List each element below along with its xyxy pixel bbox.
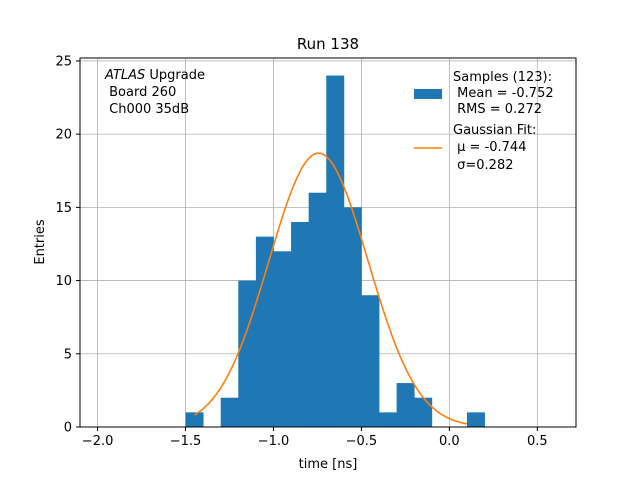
histogram-bar [255,236,274,427]
y-tick-label: 15 [55,201,72,216]
upgrade-label: Upgrade [145,68,205,83]
histogram-bar [361,295,380,427]
x-tick-label: 0.5 [527,434,548,449]
histogram-bar [291,222,310,427]
y-tick-label: 5 [64,347,72,362]
y-tick-label: 20 [55,128,72,143]
y-axis-ticks: 0 5 10 15 20 25 [55,54,80,436]
plot-frame [79,57,577,428]
histogram-bar [396,383,415,427]
x-tick-label: −1.5 [170,434,202,449]
histogram-bar [238,280,257,427]
legend-samples-line-1: Samples (123): [453,70,552,85]
atlas-label: ATLAS [104,68,145,83]
histogram-bar [326,75,345,428]
histogram-bar [414,397,433,427]
annotation-line-2: Board 260 [105,85,176,100]
legend-samples-line-3: RMS = 0.272 [453,102,542,117]
histogram-bar [343,207,362,427]
histogram-bars [185,75,485,428]
x-tick-label: −2.0 [82,434,114,449]
y-tick-label: 25 [55,54,72,69]
legend-samples-swatch [414,89,442,99]
histogram-bar [379,412,397,427]
legend-fit-line-3: σ=0.282 [453,158,513,173]
chart-title: Run 138 [297,35,359,53]
legend-samples-line-2: Mean = -0.752 [453,86,554,101]
atlas-annotation: ATLAS Upgrade Board 260 Ch000 35dB [104,68,205,117]
x-tick-label: 0.0 [439,434,460,449]
gaussian-fit-curve [193,152,468,425]
y-tick-label: 0 [64,421,72,436]
histogram-bar [185,412,204,427]
annotation-line-1: ATLAS Upgrade [104,68,205,83]
legend-fit-line-1: Gaussian Fit: [453,123,536,138]
legend-fit-line-2: μ = -0.744 [453,140,526,155]
histogram-bar [273,251,292,427]
x-axis-label: time [ns] [299,457,358,472]
histogram-bar [220,397,239,427]
histogram-bar [308,192,327,427]
x-tick-label: −0.5 [346,434,378,449]
annotation-line-3: Ch000 35dB [105,102,189,117]
x-axis-ticks: −2.0 −1.5 −1.0 −0.5 0.0 0.5 [82,427,548,449]
x-tick-label: −1.0 [258,434,290,449]
y-axis-label: Entries [33,219,48,265]
histogram-bar [466,412,485,427]
legend: Samples (123): Mean = -0.752 RMS = 0.272… [414,70,554,173]
y-tick-label: 10 [55,274,72,289]
